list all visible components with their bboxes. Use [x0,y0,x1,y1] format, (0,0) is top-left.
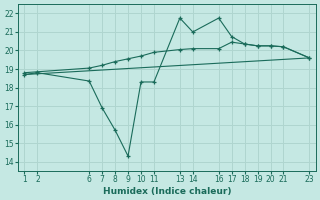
X-axis label: Humidex (Indice chaleur): Humidex (Indice chaleur) [103,187,231,196]
